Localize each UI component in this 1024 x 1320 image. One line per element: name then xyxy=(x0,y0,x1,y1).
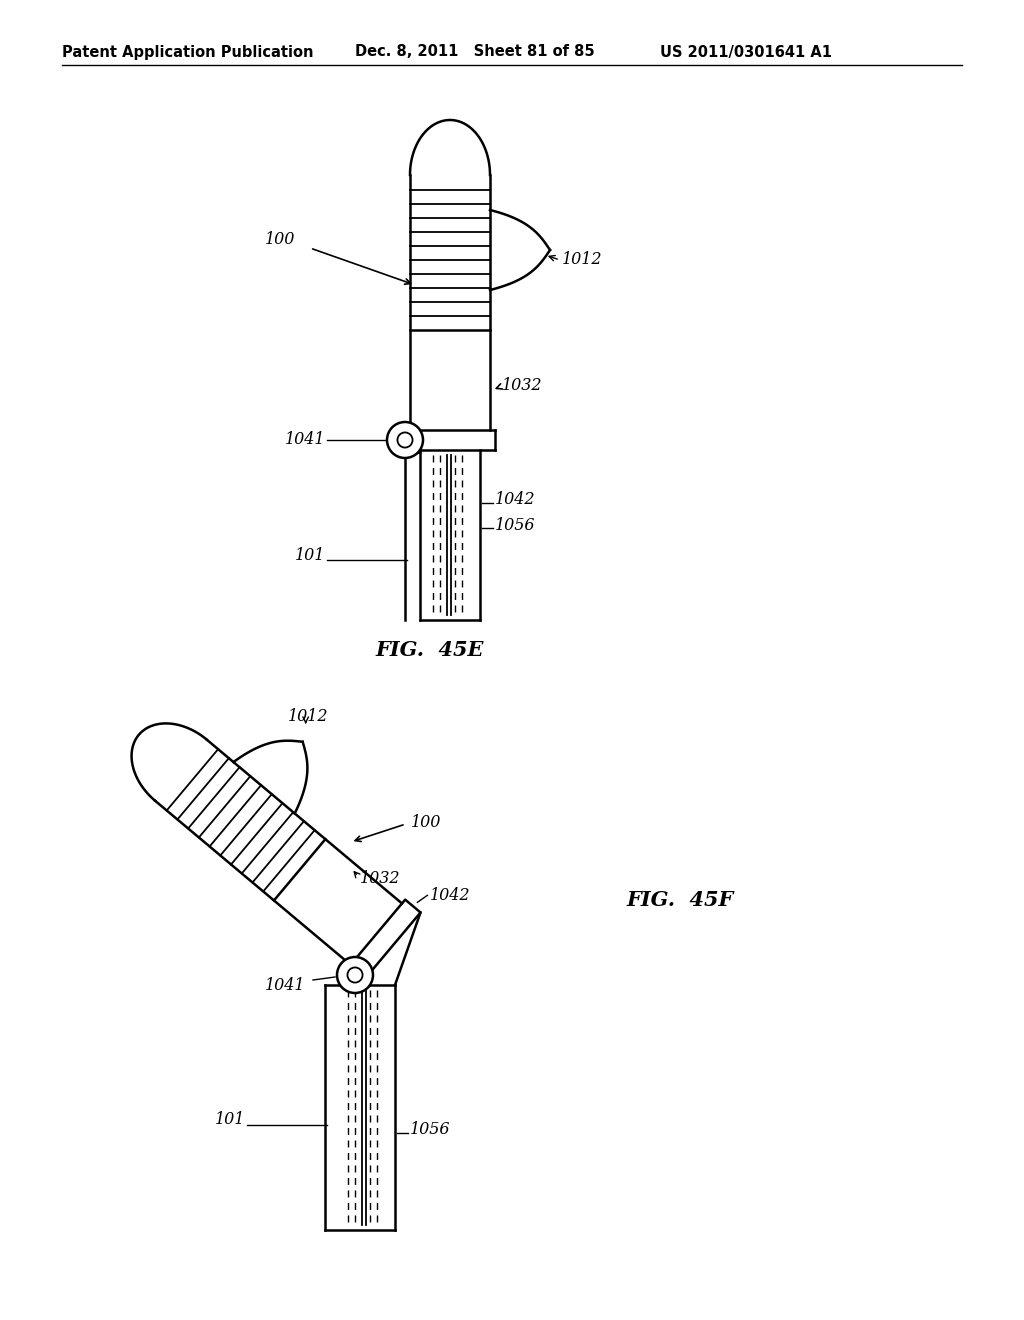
Text: 101: 101 xyxy=(295,546,325,564)
Text: 100: 100 xyxy=(411,813,441,830)
Text: 1012: 1012 xyxy=(562,252,602,268)
Text: 1041: 1041 xyxy=(285,432,325,449)
Text: 1042: 1042 xyxy=(429,887,470,904)
Text: 1032: 1032 xyxy=(502,376,543,393)
Text: FIG.  45F: FIG. 45F xyxy=(627,890,733,909)
Text: 1056: 1056 xyxy=(410,1122,451,1138)
Text: FIG.  45E: FIG. 45E xyxy=(376,640,484,660)
Circle shape xyxy=(387,422,423,458)
Text: 1032: 1032 xyxy=(360,870,400,887)
Text: 1041: 1041 xyxy=(265,977,305,994)
Text: 101: 101 xyxy=(215,1111,245,1129)
Text: 1012: 1012 xyxy=(288,709,328,725)
Circle shape xyxy=(337,957,373,993)
Text: 100: 100 xyxy=(264,231,295,248)
Text: Dec. 8, 2011   Sheet 81 of 85: Dec. 8, 2011 Sheet 81 of 85 xyxy=(355,45,595,59)
Text: US 2011/0301641 A1: US 2011/0301641 A1 xyxy=(660,45,831,59)
Text: Patent Application Publication: Patent Application Publication xyxy=(62,45,313,59)
Text: 1056: 1056 xyxy=(495,516,536,533)
Text: 1042: 1042 xyxy=(495,491,536,508)
